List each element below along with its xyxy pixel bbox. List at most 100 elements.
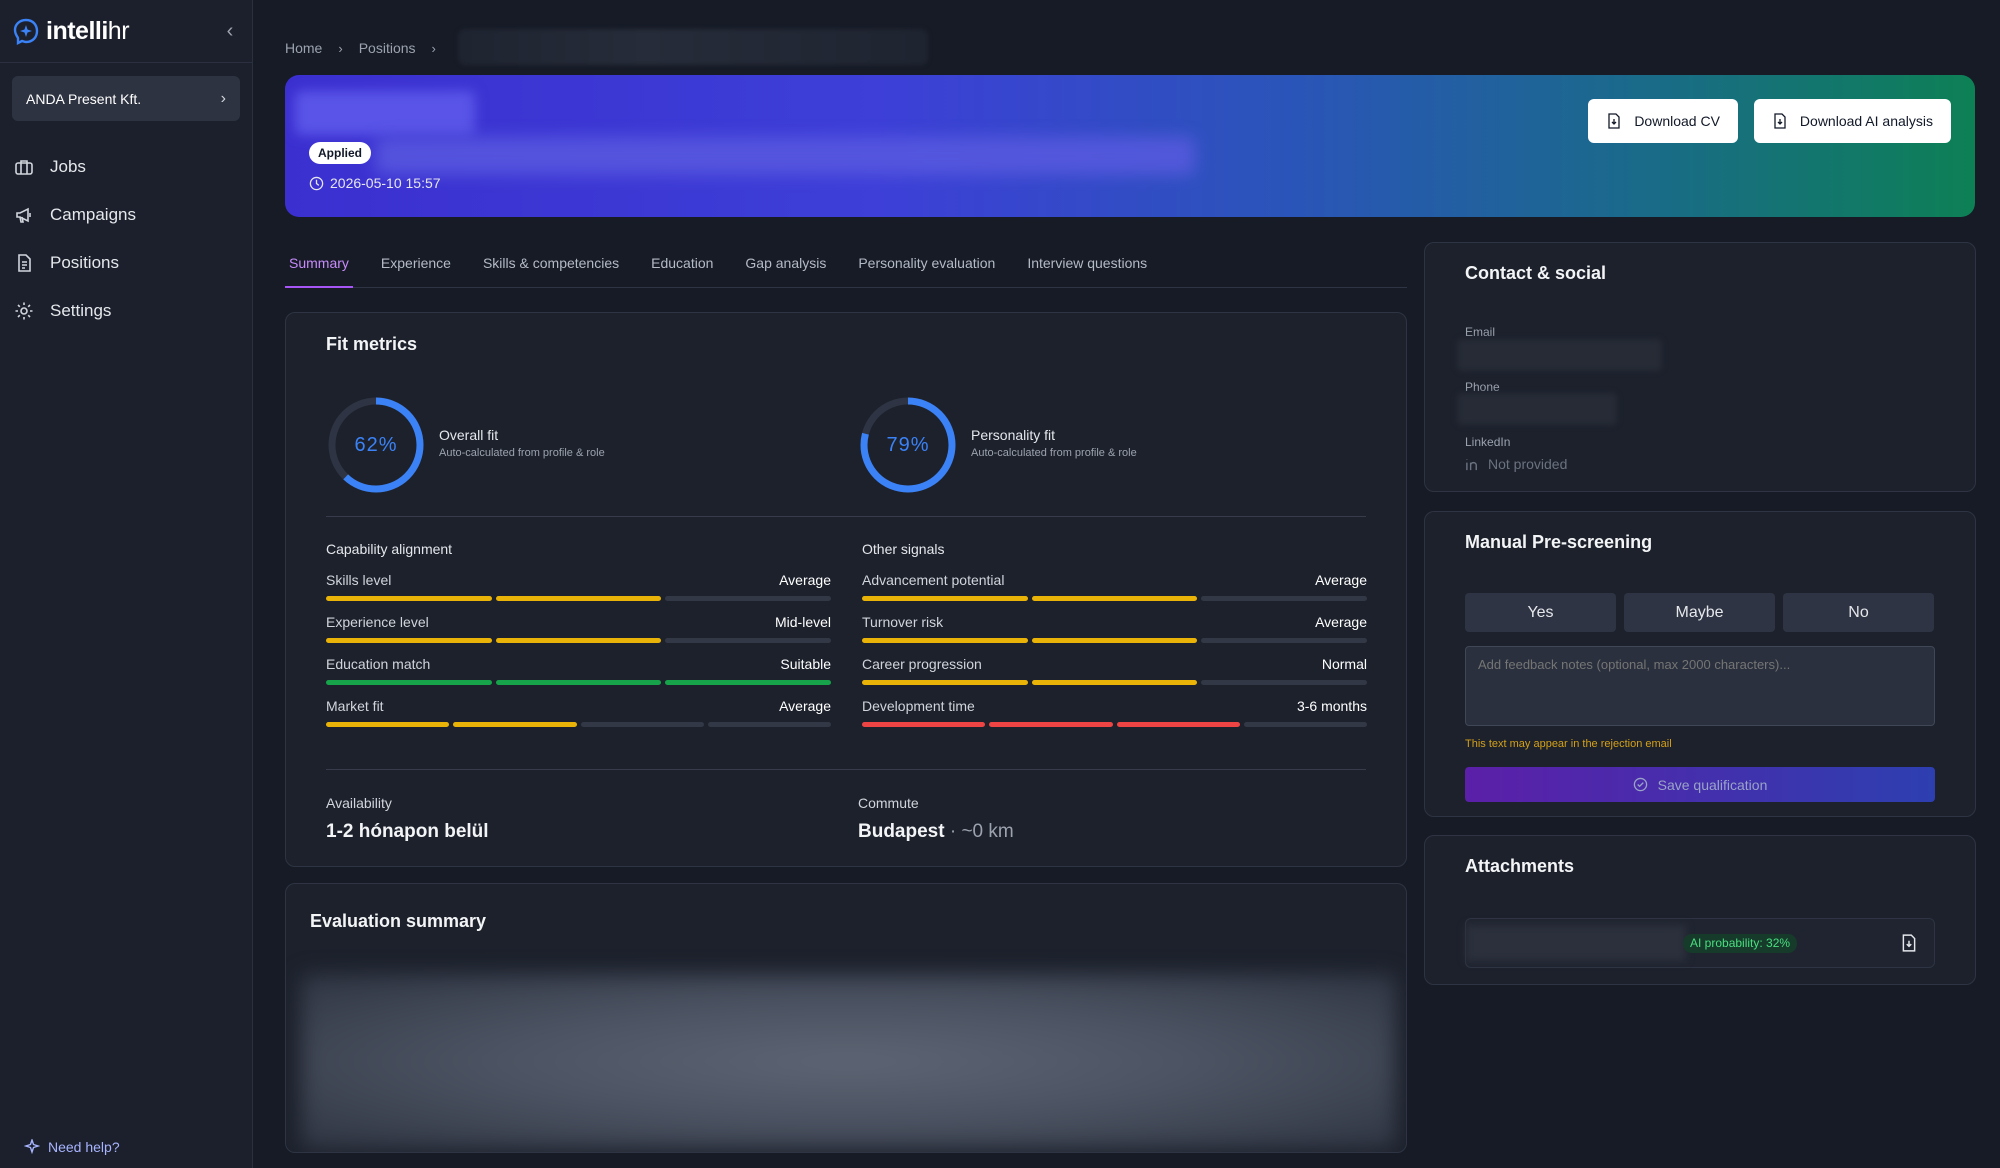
attachment-name-redacted [1466, 925, 1686, 961]
tab-summary[interactable]: Summary [285, 247, 353, 288]
linkedin-text: Not provided [1488, 456, 1568, 472]
download-cv-label: Download CV [1634, 113, 1720, 129]
metric-bar [862, 596, 1368, 601]
metric-name: Market fit [326, 698, 384, 714]
download-ai-label: Download AI analysis [1799, 113, 1933, 129]
sidebar-item-campaigns[interactable]: Campaigns [0, 191, 252, 239]
attachment-item[interactable]: AI probability: 32% [1465, 918, 1935, 968]
capability-alignment: Capability alignment Skills level Average… [326, 541, 832, 740]
tab-education[interactable]: Education [651, 255, 714, 271]
availability: Availability 1-2 hónapon belül [326, 795, 489, 843]
email-label: Email [1465, 325, 1496, 339]
phone-value-redacted [1457, 393, 1617, 425]
help-link[interactable]: Need help? [24, 1139, 120, 1155]
metric-bar-segment [665, 596, 832, 601]
metric-bar-segment [665, 680, 832, 685]
evaluation-summary-card: Evaluation summary [285, 883, 1407, 1153]
metric-bar-segment [665, 638, 832, 643]
candidate-header: Applied 2026-05-10 15:57 Download CV Dow… [285, 75, 1975, 217]
tab-interview-questions[interactable]: Interview questions [1027, 255, 1148, 271]
attachments-card: Attachments AI probability: 32% [1424, 835, 1976, 985]
sidebar: intellihr ‹ ANDA Present Kft. › Jobs Cam… [0, 0, 253, 1168]
sidebar-item-jobs[interactable]: Jobs [0, 143, 252, 191]
metric-list: Skills level Average Experience level Mid-l… [326, 572, 832, 740]
personality-fit-subtitle: Auto-calculated from profile & role [971, 447, 1137, 459]
sidebar-item-settings[interactable]: Settings [0, 287, 252, 335]
metric-bar-segment [453, 722, 577, 727]
tab-bar: Summary Experience Skills & competencies… [285, 247, 1407, 288]
commute-label: Commute [858, 795, 919, 811]
overall-fit-title: Overall fit [439, 427, 499, 443]
overall-fit-value: 62% [354, 434, 398, 456]
metric-bar-segment [495, 596, 662, 601]
metric-bar-segment [1201, 596, 1368, 601]
metric-name: Advancement potential [862, 572, 1005, 588]
metric-value: Average [779, 572, 831, 588]
header-actions: Download CV Download AI analysis [1588, 99, 1951, 143]
metric-value: Average [1315, 572, 1367, 588]
tab-experience[interactable]: Experience [380, 255, 451, 271]
gear-icon [15, 302, 33, 320]
tab-gap-analysis[interactable]: Gap analysis [745, 255, 827, 271]
sidebar-item-positions[interactable]: Positions [0, 239, 252, 287]
breadcrumb: Home › Positions › [285, 29, 928, 65]
metric-bar [326, 638, 832, 643]
metric-name: Skills level [326, 572, 392, 588]
ai-probability-badge: AI probability: 32% [1683, 934, 1798, 953]
breadcrumb-home[interactable]: Home [285, 40, 323, 56]
logo-icon [13, 18, 39, 45]
document-icon [18, 254, 31, 272]
availability-value: 1-2 hónapon belül [326, 821, 489, 842]
gauge-progress-arc [328, 397, 424, 493]
no-button[interactable]: No [1783, 593, 1934, 632]
sidebar-nav: Jobs Campaigns Positions Settings [0, 143, 252, 335]
metric-name: Development time [862, 698, 975, 714]
candidate-name-redacted [295, 91, 475, 135]
maybe-button[interactable]: Maybe [1624, 593, 1775, 632]
commute-distance: · ~0 km [944, 821, 1014, 842]
fit-metrics-card: Fit metrics 62% Overall fit Auto-calcula… [285, 312, 1407, 867]
status-badge: Applied [309, 142, 371, 164]
sidebar-item-label: Positions [50, 253, 119, 272]
personality-fit-gauge: 79% [858, 395, 958, 495]
signals-title: Other signals [862, 541, 945, 557]
applied-date: 2026-05-10 15:57 [309, 175, 441, 191]
metric-row: Advancement potential Average [862, 572, 1368, 614]
feedback-notes-input[interactable] [1465, 646, 1935, 726]
divider [326, 516, 1366, 517]
collapse-sidebar-button[interactable]: ‹ [226, 19, 234, 42]
metric-bar-segment [580, 722, 704, 727]
metric-name: Experience level [326, 614, 429, 630]
capability-title: Capability alignment [326, 541, 453, 557]
yes-button[interactable]: Yes [1465, 593, 1616, 632]
breadcrumb-positions[interactable]: Positions [358, 40, 416, 56]
chevron-right-icon: › [431, 40, 436, 56]
logo-text: intellihr [46, 16, 130, 45]
metric-value: Normal [1321, 656, 1367, 672]
commute-city: Budapest [858, 821, 945, 842]
availability-label: Availability [326, 795, 392, 811]
metric-bar [862, 680, 1368, 685]
metric-name: Education match [326, 656, 431, 672]
metric-bar-segment [1031, 596, 1198, 601]
tab-personality[interactable]: Personality evaluation [858, 255, 996, 271]
metric-bar [862, 638, 1368, 643]
logo-row: intellihr ‹ [0, 0, 252, 63]
metric-bar-segment [862, 680, 1028, 685]
company-selector[interactable]: ANDA Present Kft. › [12, 76, 240, 121]
metric-name: Turnover risk [862, 614, 944, 630]
metric-bar-segment [326, 596, 492, 601]
sidebar-item-label: Settings [50, 301, 112, 320]
download-cv-button[interactable]: Download CV [1588, 99, 1738, 143]
save-qualification-button[interactable]: Save qualification [1465, 767, 1935, 802]
tab-skills[interactable]: Skills & competencies [482, 255, 620, 271]
metric-value: Suitable [780, 656, 831, 672]
file-download-icon[interactable] [1900, 934, 1918, 952]
metric-row: Development time 3-6 months [862, 698, 1367, 740]
rejection-warning: This text may appear in the rejection em… [1465, 738, 1672, 750]
metric-bar [326, 722, 831, 727]
personality-fit-label: Personality fit Auto-calculated from pro… [971, 427, 1137, 459]
download-ai-analysis-button[interactable]: Download AI analysis [1753, 99, 1951, 143]
evaluation-summary-title: Evaluation summary [310, 911, 487, 931]
save-qualification-label: Save qualification [1657, 776, 1768, 793]
